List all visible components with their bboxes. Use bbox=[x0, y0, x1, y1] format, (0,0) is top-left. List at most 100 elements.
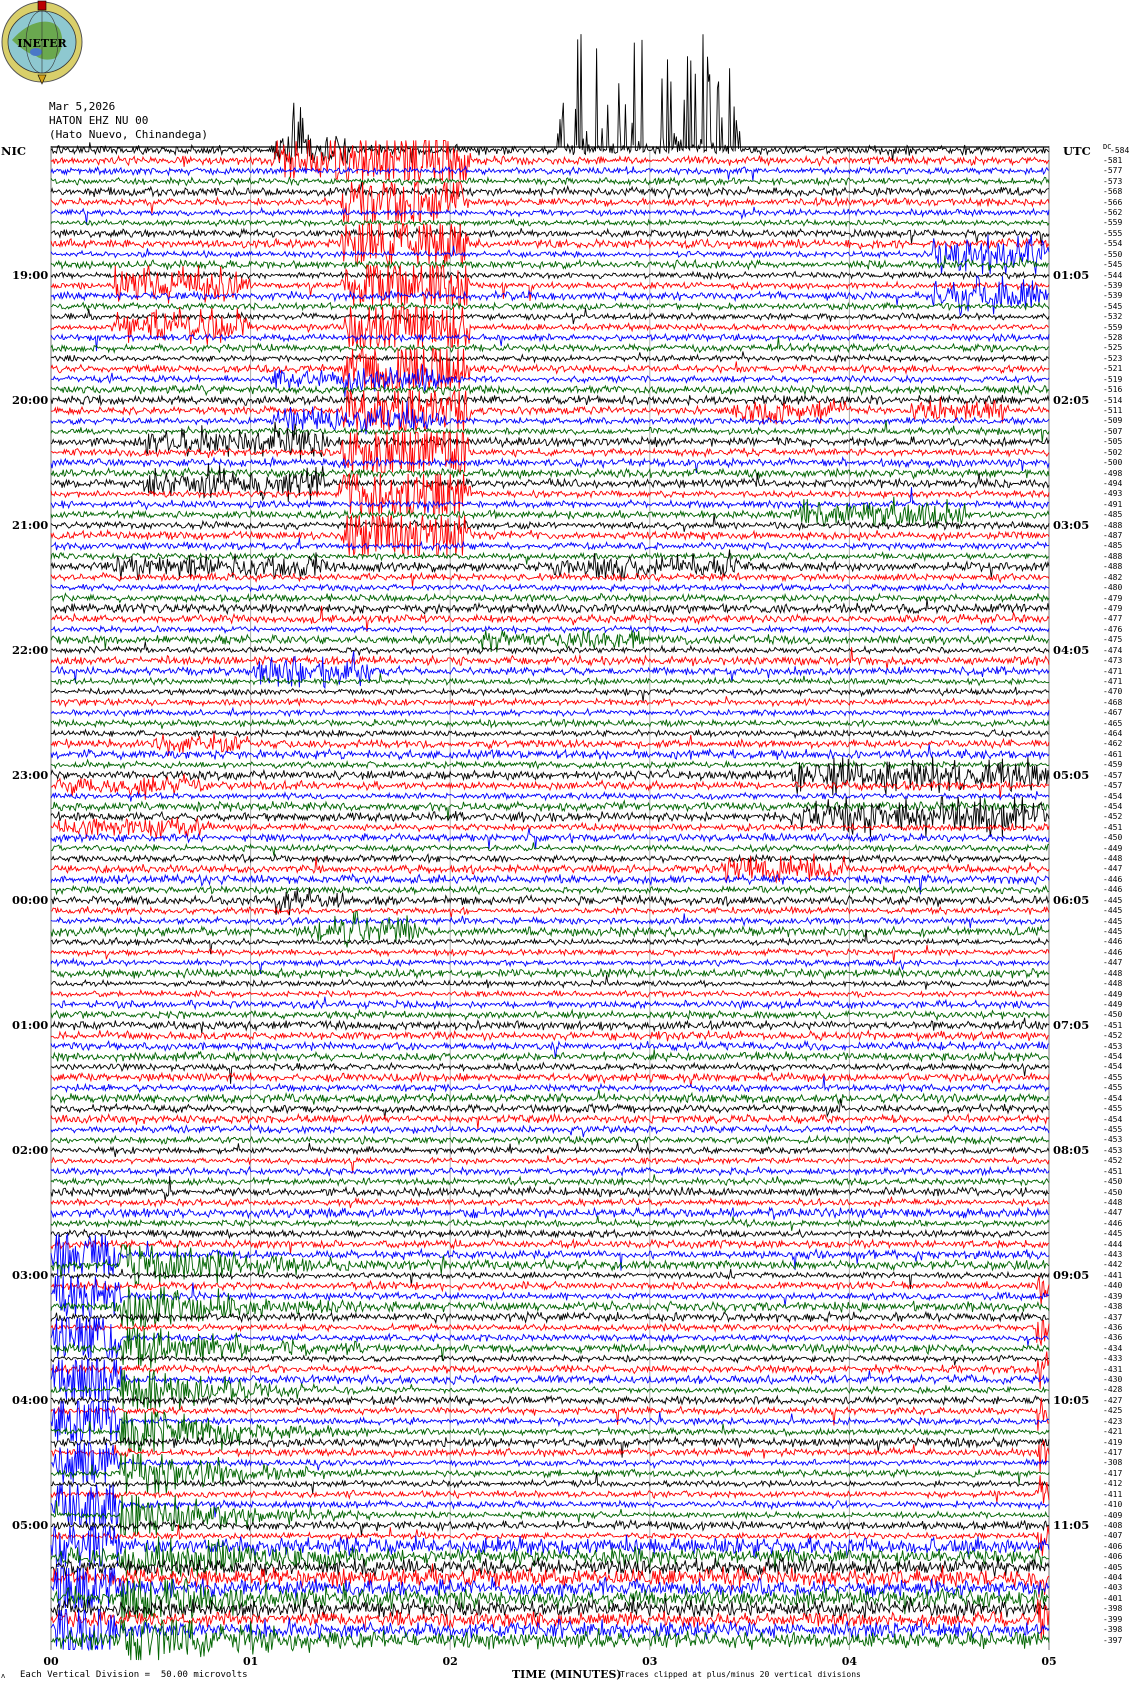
trace-offset-label: -451 bbox=[1103, 1166, 1123, 1176]
seismic-trace bbox=[50, 463, 1050, 502]
trace-offset-label: -443 bbox=[1103, 1250, 1123, 1260]
seismic-trace bbox=[50, 966, 1050, 980]
seismic-trace bbox=[50, 605, 1050, 633]
seismic-trace bbox=[50, 1134, 1050, 1146]
left-hour-label: 21:00 bbox=[12, 518, 49, 533]
seismic-trace bbox=[50, 182, 1050, 200]
trace-offset-label: -450 bbox=[1103, 833, 1123, 843]
seismic-trace bbox=[50, 592, 1050, 604]
trace-offset-label: -447 bbox=[1103, 1208, 1123, 1218]
seismic-trace bbox=[50, 957, 1050, 975]
seismic-trace bbox=[50, 1524, 1050, 1556]
seismic-trace bbox=[50, 1228, 1050, 1240]
x-axis-title: TIME (MINUTES) bbox=[512, 1668, 622, 1681]
trace-offset-label: -445 bbox=[1103, 895, 1123, 905]
seismic-trace bbox=[50, 165, 1050, 181]
right-hour-label: 10:05 bbox=[1053, 1393, 1090, 1408]
logo-text: INETER bbox=[17, 37, 67, 50]
trace-offset-label: -455 bbox=[1103, 1124, 1123, 1134]
left-hour-label: 00:00 bbox=[12, 893, 49, 908]
trace-offset-label: -445 bbox=[1103, 1229, 1123, 1239]
trace-offset-label: -577 bbox=[1103, 166, 1123, 176]
left-hour-label: 04:00 bbox=[12, 1393, 49, 1408]
offset-header: DC bbox=[1103, 143, 1112, 151]
trace-offset-label: -448 bbox=[1103, 1197, 1123, 1207]
seismic-trace bbox=[50, 1563, 1050, 1598]
trace-offset-label: -502 bbox=[1103, 447, 1123, 457]
trace-offset-label: -494 bbox=[1103, 478, 1123, 488]
seismic-trace bbox=[50, 549, 1050, 582]
seismic-trace bbox=[50, 911, 1050, 948]
seismic-trace bbox=[50, 1176, 1050, 1201]
trace-offset-label: -525 bbox=[1103, 343, 1123, 353]
seismic-trace bbox=[50, 1196, 1050, 1209]
trace-offset-label: -441 bbox=[1103, 1270, 1123, 1280]
trace-offset-label: -475 bbox=[1103, 635, 1123, 645]
seismic-trace bbox=[50, 275, 1050, 317]
trace-offset-label: -442 bbox=[1103, 1260, 1123, 1270]
seismic-trace bbox=[50, 139, 1050, 182]
trace-offset-label: -454 bbox=[1103, 1093, 1123, 1103]
trace-offset-label: -453 bbox=[1103, 1145, 1123, 1155]
right-hour-label: 03:05 bbox=[1053, 518, 1090, 533]
seismic-trace bbox=[50, 421, 1050, 459]
seismic-trace bbox=[50, 758, 1050, 770]
seismic-trace bbox=[50, 650, 1050, 690]
seismic-trace bbox=[50, 1327, 1050, 1369]
seismic-trace bbox=[50, 582, 1050, 593]
seismic-trace bbox=[50, 598, 1050, 616]
trace-offset-label: -398 bbox=[1103, 1625, 1123, 1635]
trace-offset-label: -479 bbox=[1103, 603, 1123, 613]
seismic-trace bbox=[50, 1567, 1050, 1609]
trace-offset-label: -485 bbox=[1103, 541, 1123, 551]
seismic-trace bbox=[50, 686, 1050, 702]
trace-offset-label: -559 bbox=[1103, 218, 1123, 228]
trace-offset-label: -428 bbox=[1103, 1385, 1123, 1395]
trace-offset-label: -411 bbox=[1103, 1489, 1123, 1499]
seismic-trace bbox=[50, 1165, 1050, 1178]
seismic-trace bbox=[50, 1353, 1050, 1366]
trace-offset-label: -410 bbox=[1103, 1500, 1123, 1510]
trace-offset-label: -471 bbox=[1103, 666, 1123, 676]
seismic-trace bbox=[50, 1518, 1050, 1536]
seismic-trace bbox=[50, 1394, 1050, 1407]
seismic-trace bbox=[50, 1237, 1050, 1254]
seismic-trace bbox=[50, 234, 1050, 275]
trace-offset-label: -507 bbox=[1103, 426, 1123, 436]
header-station: HATON EHZ NU 00 bbox=[49, 114, 149, 127]
trace-offset-label: -444 bbox=[1103, 1239, 1123, 1249]
trace-offset-label: -493 bbox=[1103, 489, 1123, 499]
seismic-trace bbox=[50, 1071, 1050, 1087]
seismic-trace bbox=[50, 1525, 1050, 1567]
seismic-trace bbox=[50, 514, 1050, 532]
seismic-trace bbox=[50, 641, 1050, 656]
seismic-trace bbox=[50, 1123, 1050, 1138]
trace-offset-label: -500 bbox=[1103, 458, 1123, 468]
seismic-trace bbox=[50, 270, 1050, 281]
trace-offset-label: -448 bbox=[1103, 854, 1123, 864]
seismic-trace bbox=[50, 1359, 1050, 1401]
minute-tick-label: 00 bbox=[43, 1655, 59, 1668]
trace-offset-label: -449 bbox=[1103, 989, 1123, 999]
trace-offset-label: -454 bbox=[1103, 801, 1123, 811]
left-hour-label: 22:00 bbox=[12, 643, 49, 658]
seismic-trace bbox=[50, 1494, 1050, 1536]
trace-offset-label: -451 bbox=[1103, 1020, 1123, 1030]
seismic-trace bbox=[50, 1039, 1050, 1059]
seismic-trace bbox=[50, 306, 1049, 349]
seismic-trace bbox=[50, 420, 1050, 442]
trace-offset-label: -308 bbox=[1103, 1458, 1123, 1468]
seismic-trace bbox=[51, 431, 1050, 473]
seismic-trace bbox=[50, 1442, 1050, 1484]
trace-offset-label: -545 bbox=[1103, 301, 1123, 311]
trace-offset-label: -464 bbox=[1103, 729, 1123, 739]
footer-glyph: ʌ bbox=[1, 1672, 6, 1680]
trace-offset-label: -514 bbox=[1103, 395, 1123, 405]
trace-offset-label: -438 bbox=[1103, 1302, 1123, 1312]
seismic-trace bbox=[50, 400, 1050, 435]
seismic-trace bbox=[50, 732, 1050, 756]
seismic-trace bbox=[50, 1596, 1050, 1621]
right-hour-label: 02:05 bbox=[1053, 393, 1090, 408]
seismic-trace bbox=[50, 773, 1050, 800]
seismic-trace bbox=[50, 1310, 1050, 1325]
